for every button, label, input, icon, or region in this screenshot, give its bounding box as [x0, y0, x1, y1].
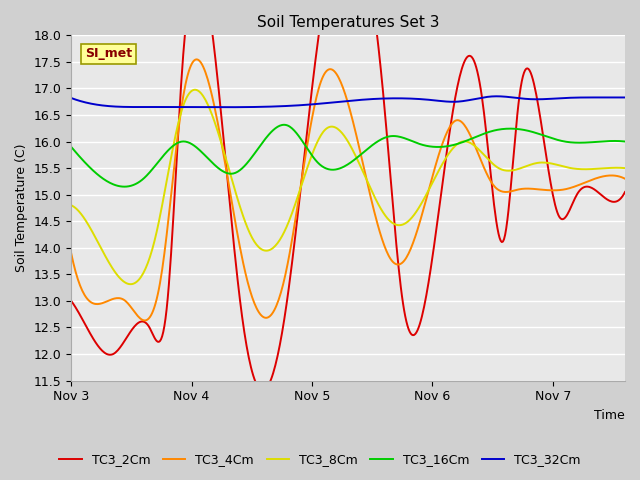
Legend: TC3_2Cm, TC3_4Cm, TC3_8Cm, TC3_16Cm, TC3_32Cm: TC3_2Cm, TC3_4Cm, TC3_8Cm, TC3_16Cm, TC3…: [54, 448, 586, 471]
Text: SI_met: SI_met: [85, 48, 132, 60]
Title: Soil Temperatures Set 3: Soil Temperatures Set 3: [257, 15, 439, 30]
X-axis label: Time: Time: [595, 409, 625, 422]
Y-axis label: Soil Temperature (C): Soil Temperature (C): [15, 144, 28, 272]
